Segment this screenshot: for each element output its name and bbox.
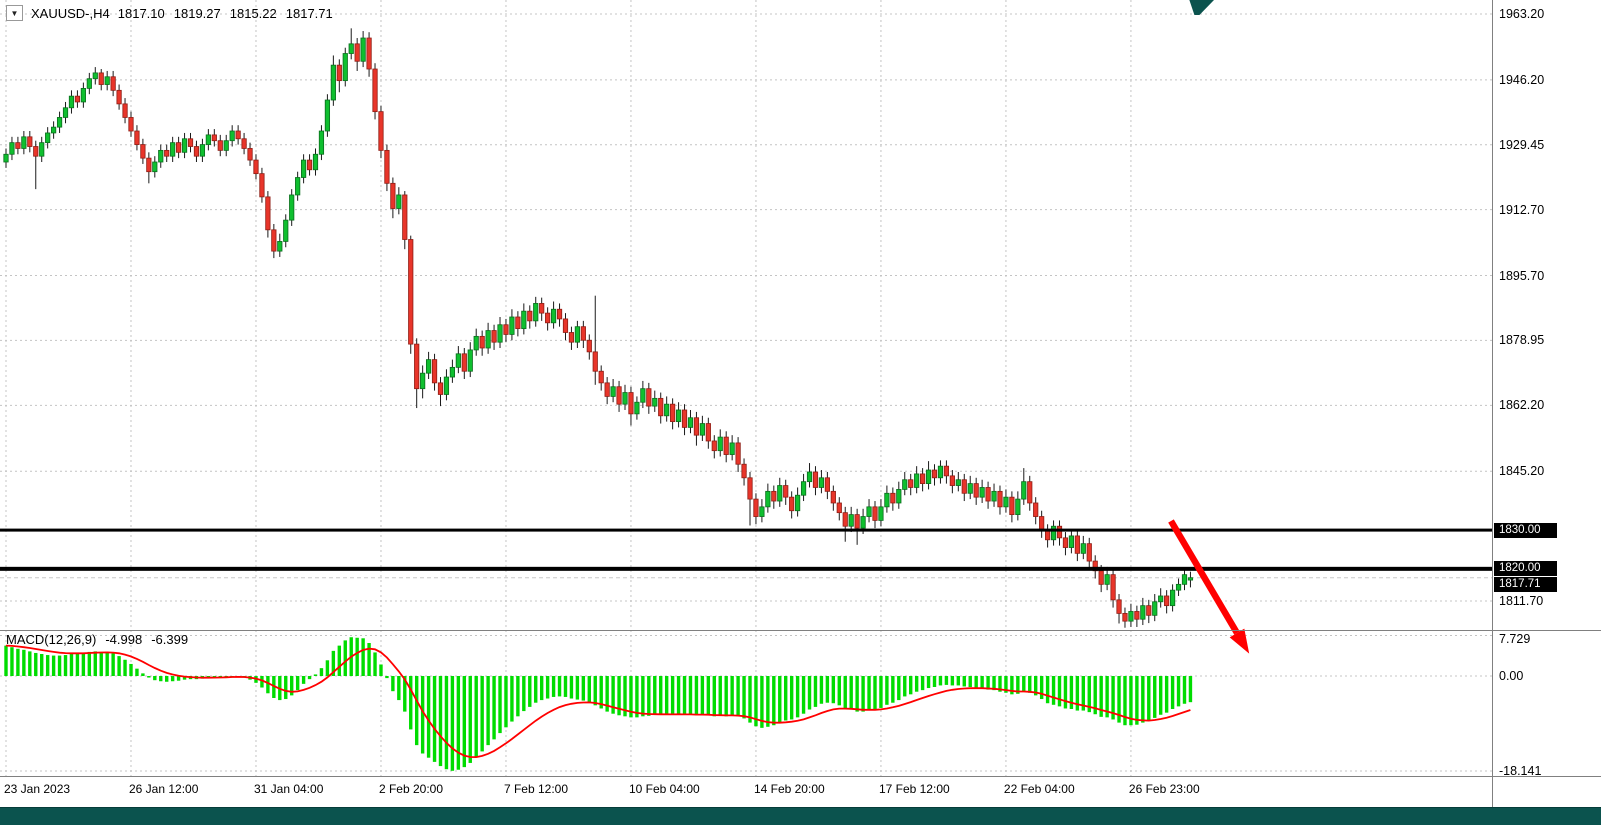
macd-axis-label: 7.729 (1499, 632, 1531, 646)
price-axis-label: 1946.20 (1499, 72, 1545, 87)
indicator-macd-value: -4.998 (105, 632, 143, 647)
price-level-badge: 1820.00 (1494, 561, 1557, 577)
price-axis-label: 1845.20 (1499, 464, 1545, 479)
time-axis-label: 7 Feb 12:00 (503, 782, 569, 796)
price-axis-label: 1811.70 (1499, 594, 1544, 608)
level-lines[interactable] (0, 528, 1492, 571)
macd-signal-line (5, 644, 1191, 759)
price-axis-label: 1878.95 (1499, 333, 1545, 348)
pane-divider-bottom[interactable] (0, 776, 1601, 777)
close-value: 1817.71 (285, 5, 333, 21)
symbol-period-label: XAUUSD-,H4 (31, 5, 110, 21)
time-axis-label: 22 Feb 04:00 (1003, 782, 1075, 796)
low-value: 1815.22 (229, 5, 277, 21)
time-axis-label: 17 Feb 12:00 (878, 782, 950, 796)
pane-divider[interactable] (0, 630, 1601, 631)
price-axis[interactable]: 1963.20 1946.20 1929.45 1912.70 1895.70 1878.… (1493, 0, 1601, 807)
time-axis-label: 2 Feb 20:00 (378, 782, 444, 796)
annotation-arrow[interactable] (1168, 519, 1250, 654)
time-axis-label: 26 Jan 12:00 (128, 782, 199, 796)
time-axis-label: 31 Jan 04:00 (253, 782, 324, 796)
price-chart-canvas[interactable] (0, 0, 1492, 807)
price-axis-label: 1912.70 (1499, 202, 1545, 217)
price-level-badge: 1830.00 (1494, 522, 1557, 538)
candles-layer (3, 28, 1194, 628)
price-axis-label: 1929.45 (1499, 137, 1545, 152)
chevron-down-icon: ▼ (10, 8, 19, 18)
current-price-badge: 1817.71 (1494, 577, 1557, 593)
open-value: 1817.10 (117, 5, 165, 21)
price-axis-label: 1963.20 (1499, 7, 1545, 21)
indicator-readout: MACD(12,26,9) -4.998 -6.399 (6, 632, 188, 647)
ohlc-values: 1817.10 1819.27 1815.22 1817.71 (118, 6, 333, 21)
grid-layer (0, 0, 1492, 776)
time-axis[interactable]: 23 Jan 2023 26 Jan 12:00 31 Jan 04:00 2 Feb… (0, 776, 1492, 807)
price-axis-label: 1862.20 (1499, 398, 1545, 413)
symbol-dropdown-button[interactable]: ▼ (6, 5, 23, 21)
chart-ohlc-readout: ▼ XAUUSD-,H4 1817.10 1819.27 1815.22 181… (6, 5, 333, 21)
indicator-name: MACD(12,26,9) (6, 632, 97, 647)
arrow-head-icon (1229, 628, 1250, 654)
bottom-strip (0, 807, 1601, 825)
macd-layer (4, 637, 1193, 771)
time-axis-label: 23 Jan 2023 (4, 782, 71, 796)
macd-axis-label: 0.00 (1499, 669, 1524, 683)
indicator-signal-value: -6.399 (151, 632, 189, 647)
time-axis-label: 10 Feb 04:00 (628, 782, 700, 796)
macd-axis-label: -18.141 (1499, 764, 1542, 778)
axis-divider (1492, 0, 1493, 807)
price-axis-label: 1895.70 (1499, 268, 1545, 283)
time-axis-label: 14 Feb 20:00 (753, 782, 825, 796)
time-axis-label: 26 Feb 23:00 (1128, 782, 1200, 796)
high-value: 1819.27 (173, 5, 221, 21)
